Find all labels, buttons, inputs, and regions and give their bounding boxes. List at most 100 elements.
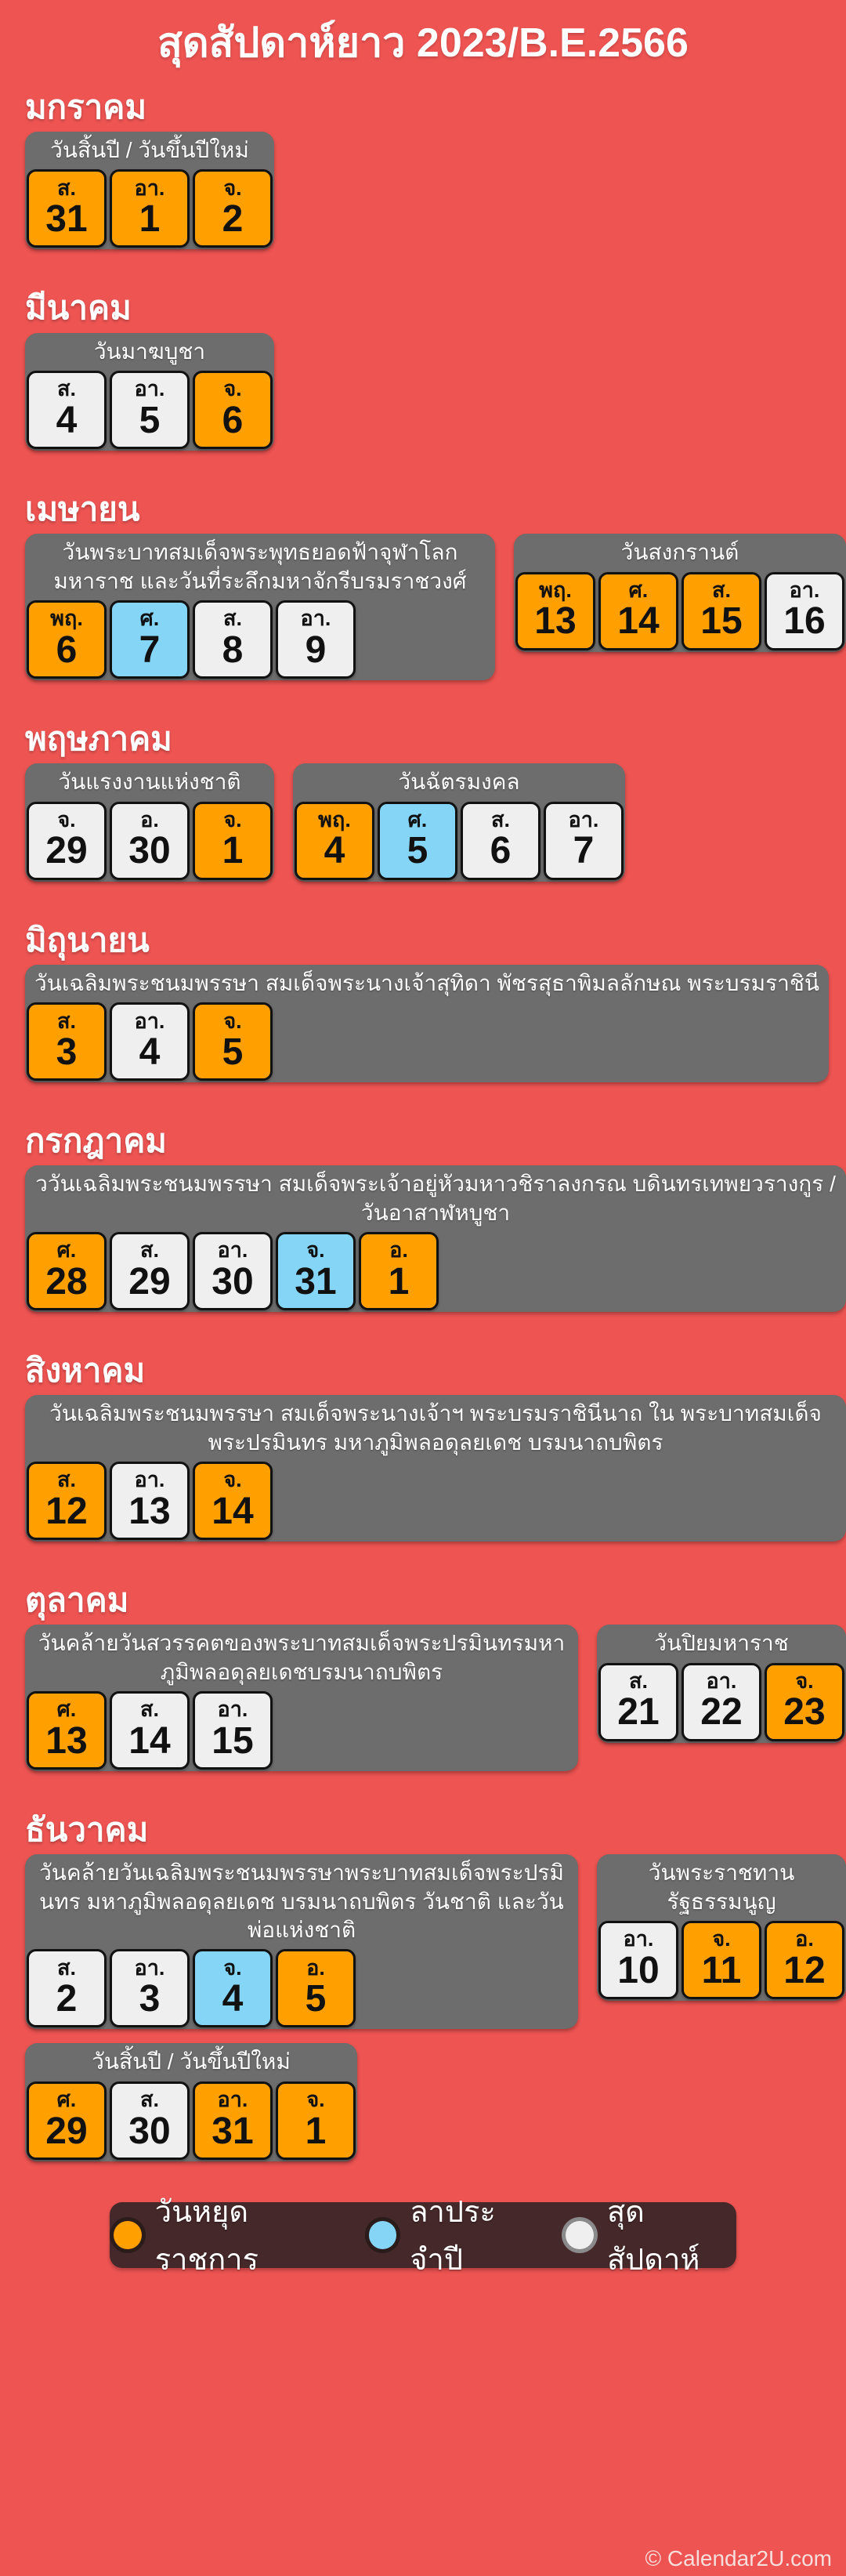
day-number: 5 <box>407 830 428 872</box>
day-of-week-label: อา. <box>300 607 331 631</box>
day-row: พฤ. 4 ศ. 5 ส. 6 อา. 7 <box>293 800 625 882</box>
day-of-week-label: ส. <box>57 1955 76 1980</box>
day-number: 30 <box>128 830 171 872</box>
day-of-week-label: อา. <box>134 1955 165 1980</box>
holiday-name-label: วันปิยมหาราช <box>654 1631 789 1656</box>
day-cell: จ. 29 <box>27 801 107 880</box>
day-number: 2 <box>222 198 244 241</box>
day-of-week-label: อา. <box>789 578 820 602</box>
holiday-name-label: วันพระราชทานรัฐธรรมนูญ <box>648 1860 795 1914</box>
holiday-group: วันปิยมหาราชส. 21 อา. 22 จ. 23 <box>597 1625 846 1743</box>
day-of-week-label: อ. <box>140 807 159 831</box>
day-row: จ. 29 อ. 30 จ. 1 <box>25 800 274 882</box>
day-number: 13 <box>45 1719 88 1762</box>
day-number: 11 <box>701 1949 742 1991</box>
day-number: 4 <box>139 1031 161 1073</box>
day-number: 8 <box>222 629 244 671</box>
day-of-week-label: ส. <box>57 176 76 200</box>
day-number: 12 <box>783 1949 826 1991</box>
month-name: เมษายน <box>25 490 140 527</box>
day-cell: ส. 12 <box>27 1462 107 1541</box>
day-of-week-label: อา. <box>217 1238 248 1263</box>
month-name: ธันวาคม <box>25 1810 149 1848</box>
day-cell: จ. 1 <box>276 2081 356 2160</box>
watermark-text: © Calendar2U.com <box>645 2546 832 2571</box>
day-cell: ส. 14 <box>110 1690 190 1770</box>
holiday-group: วันแรงงานแห่งชาติ จ. 29 อ. 30 จ. 1 <box>25 763 274 882</box>
day-number: 5 <box>139 399 161 441</box>
day-cell: อา. 1 <box>110 169 190 248</box>
day-cell: อา. 13 <box>110 1462 190 1541</box>
day-cell: จ. 6 <box>193 370 273 449</box>
day-cell: ส. 6 <box>461 801 540 880</box>
day-number: 6 <box>222 399 244 441</box>
months-container: มกราคม วันสิ้นปี / วันขึ้นปีใหม่ ส. 31 อา. 1 จ… <box>25 89 846 2161</box>
day-number: 3 <box>56 1031 78 1073</box>
day-cell: อา. 9 <box>276 600 356 679</box>
holiday-group-row: วันสิ้นปี / วันขึ้นปีใหม่ ส. 31 อา. 1 จ. 2 <box>25 131 846 250</box>
holiday-group: วันฉัตรมงคล พฤ. 4 ศ. 5 ส. 6 อา. 7 <box>293 763 625 882</box>
holiday-group-row: วันแรงงานแห่งชาติ จ. 29 อ. 30 จ. 1 วันฉัตรมงคลพ… <box>25 763 846 882</box>
day-number: 13 <box>128 1490 171 1532</box>
day-row: ส. 31 อา. 1 จ. 2 <box>25 168 274 249</box>
day-cell: ศ. 7 <box>110 600 190 679</box>
holiday-group: วันคล้ายวันสวรรคตของพระบาทสมเด็จพระปรมิน… <box>25 1625 578 1771</box>
day-of-week-label: จ. <box>57 807 76 831</box>
day-number: 4 <box>56 399 78 441</box>
day-of-week-label: ส. <box>712 578 731 602</box>
legend-item: สุดสัปดาห์ <box>562 2187 736 2283</box>
day-cell: ศ. 29 <box>27 2081 107 2160</box>
day-number: 31 <box>295 1260 337 1302</box>
month-name: มีนาคม <box>25 289 132 327</box>
day-of-week-label: จ. <box>223 1468 242 1492</box>
day-of-week-label: พฤ. <box>318 807 351 831</box>
month-name: พฤษภาคม <box>25 719 172 757</box>
day-cell: อ. 12 <box>765 1920 844 1999</box>
day-number: 4 <box>324 830 345 872</box>
day-number: 31 <box>212 2110 254 2152</box>
day-of-week-label: อ. <box>795 1927 814 1951</box>
day-number: 14 <box>128 1719 171 1762</box>
weekend-swatch-icon <box>562 2216 598 2253</box>
day-of-week-label: พฤ. <box>50 607 83 631</box>
day-cell: อา. 10 <box>598 1920 678 1999</box>
day-of-week-label: อา. <box>568 807 599 831</box>
legend-item: ลาประจำปี <box>364 2187 548 2283</box>
holiday-group: วันเฉลิมพระชนมพรรษา สมเด็จพระนางเจ้าฯ พร… <box>25 1395 846 1542</box>
day-cell: ส. 8 <box>193 600 273 679</box>
day-of-week-label: ศ. <box>56 1697 77 1722</box>
day-of-week-label: อา. <box>623 1927 654 1951</box>
month-section: กรกฎาคม ววันเฉลิมพระชนมพรรษา สมเด็จพระเจ้… <box>25 1122 846 1313</box>
holiday-group-row: วันพระบาทสมเด็จพระพุทธยอดฟ้าจุฬาโลกมหารา… <box>25 534 846 680</box>
holiday-group: วันพระราชทานรัฐธรรมนูญ อา. 10 จ. 11 อ. 12 <box>597 1854 846 2001</box>
holiday-name-label: วันคล้ายวันเฉลิมพระชนมพรรษาพระบาทสมเด็จพ… <box>39 1860 564 1942</box>
month-name: สิงหาคม <box>25 1352 146 1389</box>
day-cell: อา. 30 <box>193 1232 273 1311</box>
day-cell: ส. 15 <box>682 571 761 650</box>
day-of-week-label: จ. <box>795 1669 814 1694</box>
day-cell: จ. 31 <box>276 1232 356 1311</box>
day-of-week-label: ส. <box>57 1468 76 1492</box>
day-cell: อา. 4 <box>110 1002 190 1081</box>
day-number: 21 <box>617 1691 660 1734</box>
day-row: ส. 4 อา. 5 จ. 6 <box>25 369 274 451</box>
holiday-name-label: วันสิ้นปี / วันขึ้นปีใหม่ <box>50 137 249 162</box>
day-number: 1 <box>222 830 244 872</box>
day-cell: ศ. 14 <box>598 571 678 650</box>
day-of-week-label: ศ. <box>139 607 160 631</box>
day-row: ศ. 29 ส. 30 อา. 31 จ. 1 <box>25 2080 357 2161</box>
holiday-group-row: วันคล้ายวันเฉลิมพระชนมพรรษาพระบาทสมเด็จพ… <box>25 1854 846 2030</box>
day-row: ส. 2 อา. 3 จ. 4 อ. 5 <box>25 1947 578 2029</box>
day-row: ส. 21 อา. 22 จ. 23 <box>597 1661 846 1743</box>
day-number: 29 <box>45 2110 88 2152</box>
holiday-group-row: วันเฉลิมพระชนมพรรษา สมเด็จพระนางเจ้าสุทิ… <box>25 964 846 1083</box>
day-number: 31 <box>45 198 88 241</box>
day-cell: อา. 7 <box>544 801 624 880</box>
holiday-name-label: วันมาฆบูชา <box>93 339 206 364</box>
day-of-week-label: จ. <box>223 377 242 401</box>
day-cell: ส. 30 <box>110 2081 190 2160</box>
day-cell: จ. 1 <box>193 801 273 880</box>
day-cell: จ. 23 <box>765 1662 844 1741</box>
day-of-week-label: ส. <box>140 1238 159 1263</box>
day-cell: ส. 4 <box>27 370 107 449</box>
